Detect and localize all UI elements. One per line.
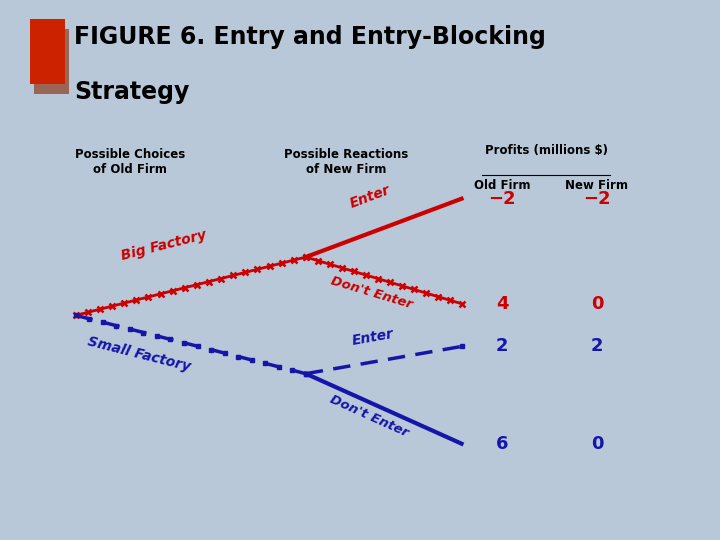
Text: Possible Choices
of Old Firm: Possible Choices of Old Firm: [75, 148, 185, 176]
Bar: [34, 29, 69, 94]
Text: 6: 6: [496, 435, 508, 453]
Text: Old Firm: Old Firm: [474, 179, 531, 192]
Text: 0: 0: [590, 295, 603, 313]
Text: New Firm: New Firm: [565, 179, 629, 192]
Text: 4: 4: [496, 295, 508, 313]
Text: Enter: Enter: [348, 183, 393, 211]
Text: 2: 2: [590, 338, 603, 355]
Text: Big Factory: Big Factory: [120, 228, 208, 263]
Text: FIGURE 6. Entry and Entry-Blocking: FIGURE 6. Entry and Entry-Blocking: [74, 25, 546, 49]
Text: Don't Enter: Don't Enter: [328, 393, 410, 440]
Text: Small Factory: Small Factory: [86, 335, 192, 374]
Text: −2: −2: [488, 190, 516, 208]
Text: Strategy: Strategy: [74, 80, 190, 104]
Text: Enter: Enter: [351, 327, 395, 348]
Text: Don't Enter: Don't Enter: [329, 274, 414, 312]
Text: 0: 0: [590, 435, 603, 453]
Text: Profits (millions $): Profits (millions $): [485, 144, 608, 157]
Text: 2: 2: [496, 338, 508, 355]
Bar: [30, 19, 65, 84]
Text: −2: −2: [583, 190, 611, 208]
Text: Possible Reactions
of New Firm: Possible Reactions of New Firm: [284, 148, 408, 176]
